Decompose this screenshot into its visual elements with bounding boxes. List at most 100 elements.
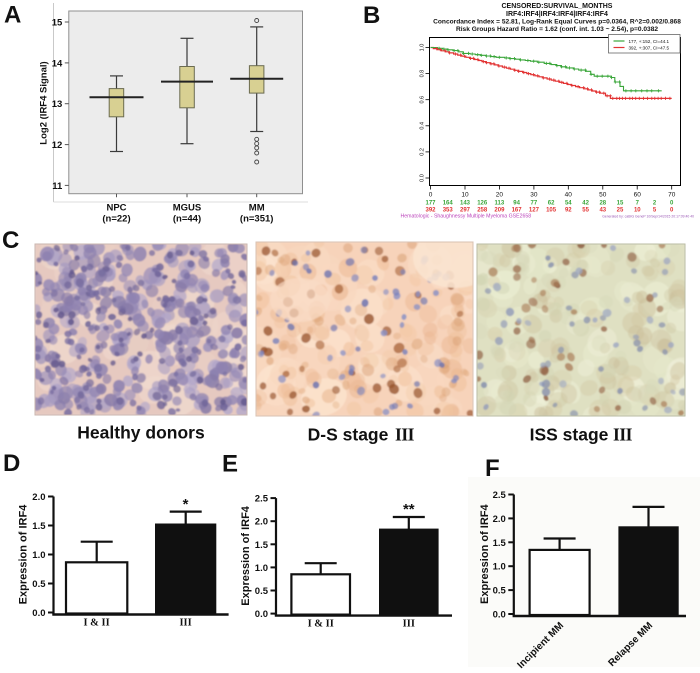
svg-text:(n=351): (n=351) <box>240 214 274 225</box>
svg-text:I & II: I & II <box>83 618 109 629</box>
svg-text:127: 127 <box>529 208 540 214</box>
svg-text:Hematologic - Shaughnessy Mult: Hematologic - Shaughnessy Multiple Myelo… <box>401 214 532 220</box>
svg-text:0.0: 0.0 <box>32 608 45 619</box>
svg-text:Expression of IRF4: Expression of IRF4 <box>240 505 252 606</box>
svg-text:D-S stage: D-S stage <box>308 425 389 445</box>
svg-text:92: 92 <box>565 208 572 214</box>
svg-text:1.0: 1.0 <box>255 563 268 574</box>
svg-text:0.5: 0.5 <box>493 586 507 597</box>
svg-text:70: 70 <box>668 192 676 199</box>
svg-text:III: III <box>179 618 191 629</box>
svg-text:1.0: 1.0 <box>420 44 426 52</box>
svg-text:50: 50 <box>599 192 607 199</box>
svg-text:297: 297 <box>460 208 471 214</box>
svg-text:177: 177 <box>425 201 436 207</box>
svg-text:10: 10 <box>461 192 469 199</box>
svg-text:258: 258 <box>477 208 488 214</box>
svg-text:1.0: 1.0 <box>32 550 45 561</box>
svg-text:10: 10 <box>634 208 641 214</box>
svg-text:Generated by: caBIG GeneP 10/S: Generated by: caBIG GeneP 10/Sep/14/2015… <box>602 214 694 218</box>
svg-text:0: 0 <box>670 208 674 214</box>
svg-text:E: E <box>222 451 238 478</box>
svg-text:ISS stage: ISS stage <box>530 425 609 445</box>
svg-text:Concordance Index = 52.81, Log: Concordance Index = 52.81, Log-Rank Equa… <box>433 18 681 26</box>
svg-text:2: 2 <box>653 201 657 207</box>
svg-text:NPC: NPC <box>106 203 126 214</box>
svg-text:0.5: 0.5 <box>255 586 269 597</box>
svg-text:11: 11 <box>52 181 63 192</box>
svg-text:0.0: 0.0 <box>255 609 268 620</box>
svg-text:20: 20 <box>496 192 504 199</box>
svg-text:III: III <box>403 619 415 630</box>
svg-text:1.5: 1.5 <box>32 521 46 532</box>
svg-text:Healthy donors: Healthy donors <box>77 423 205 443</box>
svg-text:7: 7 <box>636 201 640 207</box>
svg-text:113: 113 <box>495 201 505 207</box>
svg-text:0.2: 0.2 <box>420 148 426 156</box>
svg-text:13: 13 <box>52 99 63 110</box>
svg-text:353: 353 <box>443 208 454 214</box>
svg-text:0.5: 0.5 <box>32 579 46 590</box>
svg-text:(n=22): (n=22) <box>102 214 130 225</box>
svg-text:25: 25 <box>617 208 624 214</box>
svg-text:55: 55 <box>582 208 589 214</box>
svg-text:30: 30 <box>530 192 538 199</box>
svg-text:2.5: 2.5 <box>255 494 269 505</box>
svg-text:0.8: 0.8 <box>420 70 426 78</box>
svg-text:0.0: 0.0 <box>420 174 426 182</box>
svg-text:94: 94 <box>513 201 520 207</box>
svg-text:(n=44): (n=44) <box>173 214 201 225</box>
svg-text:54: 54 <box>565 201 572 207</box>
svg-text:MGUS: MGUS <box>173 203 202 214</box>
svg-text:14: 14 <box>52 58 63 69</box>
svg-text:0: 0 <box>429 192 433 199</box>
svg-text:Risk Groups Hazard Ratio = 1.6: Risk Groups Hazard Ratio = 1.62 (conf. i… <box>456 26 658 33</box>
svg-text:CENSORED:SURVIVAL_MONTHS: CENSORED:SURVIVAL_MONTHS <box>502 3 613 10</box>
svg-text:12: 12 <box>52 140 63 151</box>
svg-text:Expression of IRF4: Expression of IRF4 <box>479 504 491 605</box>
svg-text:2.5: 2.5 <box>493 490 507 501</box>
svg-text:40: 40 <box>565 192 573 199</box>
svg-text:MM: MM <box>249 203 265 214</box>
svg-text:1.5: 1.5 <box>493 538 507 549</box>
svg-text:62: 62 <box>548 201 555 207</box>
svg-text:167: 167 <box>512 208 523 214</box>
svg-text:**: ** <box>403 501 415 518</box>
svg-text:177, +:152, CI=44.1: 177, +:152, CI=44.1 <box>629 39 670 44</box>
svg-text:0.6: 0.6 <box>420 96 426 104</box>
svg-text:143: 143 <box>460 201 471 207</box>
svg-text:III: III <box>395 425 415 445</box>
svg-text:60: 60 <box>634 192 642 199</box>
svg-text:15: 15 <box>52 18 63 29</box>
svg-text:I & II: I & II <box>308 619 334 630</box>
svg-text:Expression of IRF4: Expression of IRF4 <box>18 504 30 605</box>
svg-text:1.0: 1.0 <box>493 562 506 573</box>
svg-text:2.0: 2.0 <box>32 492 45 503</box>
svg-text:392, +:307, CI=47.5: 392, +:307, CI=47.5 <box>629 46 670 51</box>
svg-text:B: B <box>363 2 380 29</box>
svg-text:77: 77 <box>531 201 538 207</box>
svg-text:0.4: 0.4 <box>420 122 426 130</box>
svg-text:A: A <box>4 2 21 29</box>
svg-text:F: F <box>485 455 500 482</box>
svg-text:1.5: 1.5 <box>255 540 269 551</box>
svg-text:2.0: 2.0 <box>493 514 506 525</box>
svg-text:D: D <box>3 450 20 477</box>
svg-text:42: 42 <box>582 201 589 207</box>
svg-text:209: 209 <box>494 208 505 214</box>
svg-text:2.0: 2.0 <box>255 517 268 528</box>
svg-text:392: 392 <box>425 208 436 214</box>
svg-text:5: 5 <box>653 208 657 214</box>
svg-text:Log2 (IRF4 Signal): Log2 (IRF4 Signal) <box>39 61 50 144</box>
svg-text:III: III <box>613 425 633 445</box>
svg-text:105: 105 <box>546 208 557 214</box>
svg-text:0.0: 0.0 <box>493 610 506 621</box>
svg-text:43: 43 <box>599 208 606 214</box>
svg-text:*: * <box>183 496 189 513</box>
svg-text:164: 164 <box>443 201 454 207</box>
svg-text:0: 0 <box>670 201 674 207</box>
svg-text:126: 126 <box>477 201 488 207</box>
svg-text:C: C <box>2 227 19 254</box>
svg-text:28: 28 <box>599 201 606 207</box>
svg-text:15: 15 <box>617 201 624 207</box>
